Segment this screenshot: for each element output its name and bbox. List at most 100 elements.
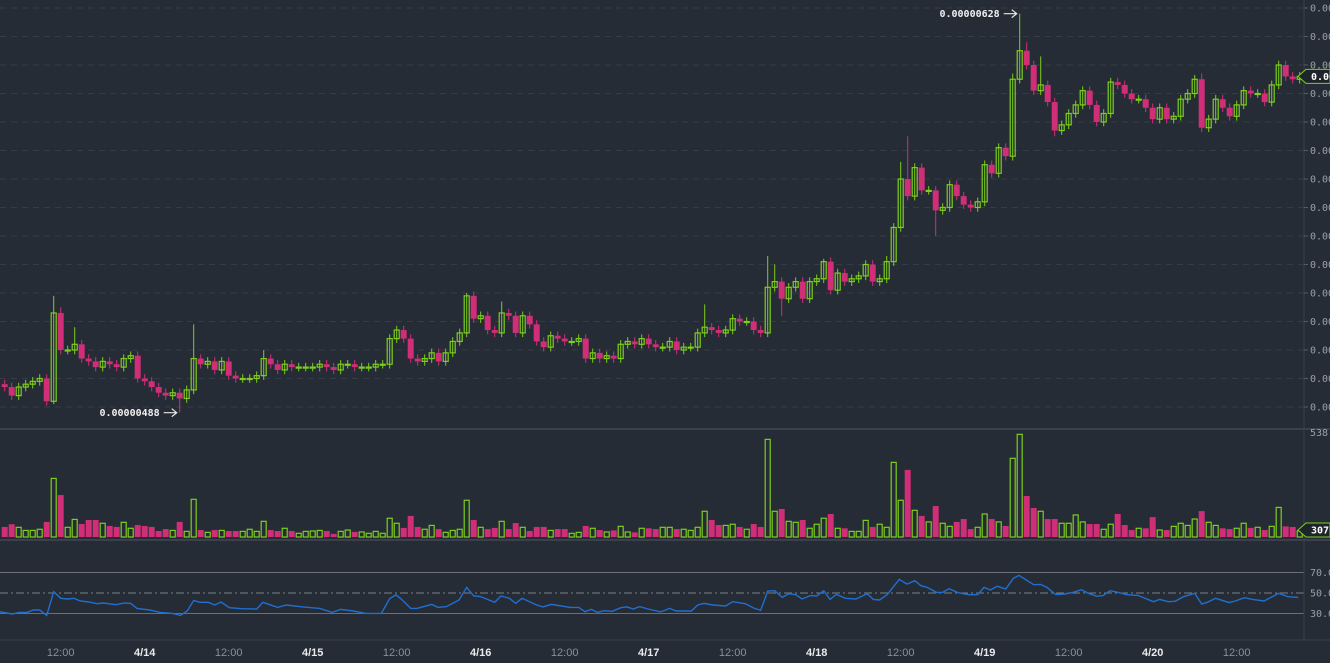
candle-body-up	[477, 315, 484, 320]
volume-bar-up	[302, 530, 309, 538]
volume-bar-up	[50, 477, 57, 538]
low-price-annotation: 0.00000488	[99, 408, 159, 419]
volume-bar-up	[120, 521, 127, 538]
volume-bar-down	[596, 530, 603, 537]
candle-body-up	[575, 338, 582, 343]
candle-body-up	[1079, 90, 1086, 106]
candle-body-down	[267, 358, 274, 365]
volume-bar-down	[869, 526, 876, 537]
volume-bar-up	[295, 532, 302, 538]
volume-bar-up	[890, 461, 897, 538]
volume-bar-up	[463, 499, 470, 538]
candle-body-up	[253, 375, 260, 380]
candle-body-up	[183, 389, 190, 400]
volume-bar-up	[939, 522, 946, 538]
volume-bar-up	[379, 532, 386, 538]
candle-body-down	[1198, 79, 1205, 128]
candle-body-down	[211, 361, 218, 370]
volume-bar-down	[148, 526, 155, 537]
price-axis[interactable]: 0.00000490 0.00000500 0.00000510 0.00000520…	[1297, 4, 1330, 621]
candle-body-down	[43, 378, 50, 402]
volume-bar-down	[1044, 519, 1051, 537]
candle-body-up	[1268, 84, 1275, 103]
candle-body-down	[1149, 107, 1156, 120]
candle-body-up	[743, 320, 750, 324]
candlestick-series	[1, 13, 1303, 413]
volume-bar-up	[421, 528, 428, 538]
candle-body-up	[36, 377, 43, 382]
candle-body-down	[351, 364, 358, 368]
candle-body-up	[1058, 124, 1065, 132]
volume-bar-up	[729, 523, 736, 538]
volume-bar-down	[414, 526, 421, 537]
candle-body-down	[134, 355, 141, 379]
volume-bar-up	[792, 521, 799, 538]
volume-bar-up	[365, 532, 372, 538]
candle-body-up	[1107, 81, 1114, 115]
time-tick-label: 12:00	[719, 647, 747, 659]
candle-body-up	[855, 275, 862, 280]
volume-bar-down	[1261, 530, 1268, 537]
volume-bar-down	[1198, 511, 1205, 537]
volume-bar-down	[715, 525, 722, 537]
candle-body-down	[1226, 107, 1233, 117]
volume-bar-down	[323, 531, 330, 537]
volume-bar-down	[491, 527, 498, 537]
candle-body-up	[302, 366, 309, 369]
candle-body-down	[85, 358, 92, 362]
volume-bar-down	[1149, 517, 1156, 537]
candle-body-down	[673, 341, 680, 350]
candle-body-down	[757, 330, 764, 333]
volume-bar-up	[15, 526, 22, 538]
volume-bar-down	[113, 526, 120, 537]
volume-bar-down	[330, 533, 337, 537]
candle-body-up	[1205, 118, 1212, 129]
volume-bar-down	[1282, 526, 1289, 537]
volume-bar-down	[1121, 525, 1128, 537]
volume-bar-up	[309, 530, 316, 538]
volume-bar-up	[239, 530, 246, 538]
candle-body-down	[505, 312, 512, 316]
candle-body-down	[1128, 93, 1135, 100]
volume-bar-up	[428, 524, 435, 538]
candle-body-up	[638, 338, 645, 345]
candle-body-down	[750, 321, 757, 331]
candle-body-down	[330, 367, 337, 370]
candle-body-up	[589, 352, 596, 360]
candle-body-up	[204, 360, 211, 365]
volume-bar-up	[477, 526, 484, 538]
volume-bar-down	[827, 513, 834, 537]
volume-bar-up	[813, 523, 820, 538]
volume-bar-down	[554, 529, 561, 537]
volume-bar-up	[442, 531, 449, 538]
volume-bar-up	[22, 529, 29, 538]
candle-body-up	[295, 366, 302, 369]
volume-bar-down	[435, 529, 442, 537]
volume-bar-up	[848, 530, 855, 538]
volume-bar-down	[918, 515, 925, 537]
candle-body-down	[960, 196, 967, 205]
volume-bar-up	[764, 438, 771, 538]
volume-bar-down	[1163, 530, 1170, 537]
candle-body-up	[981, 164, 988, 203]
volume-bar-up	[71, 518, 78, 538]
volume-bar-up	[995, 521, 1002, 538]
candle-body-down	[512, 315, 519, 333]
volume-bar-down	[92, 519, 99, 537]
volume-bar-down	[1030, 508, 1037, 537]
candle-body-up	[309, 366, 316, 369]
volume-bar-up	[638, 527, 645, 538]
candle-body-down	[176, 392, 183, 399]
volume-bar-down	[197, 530, 204, 537]
candle-body-down	[225, 361, 232, 376]
time-axis[interactable]: 12:00 4/14 12:00 4/15 12:00 4/16 12:00 4/17 12:0…	[47, 647, 1251, 659]
volume-bar-up	[1100, 528, 1107, 538]
candle-body-down	[1086, 90, 1093, 105]
volume-bar-up	[1156, 529, 1163, 538]
volume-bar-down	[708, 519, 715, 537]
volume-bar-up	[260, 520, 267, 538]
volume-bar-up	[316, 529, 323, 538]
candle-body-up	[365, 366, 372, 369]
